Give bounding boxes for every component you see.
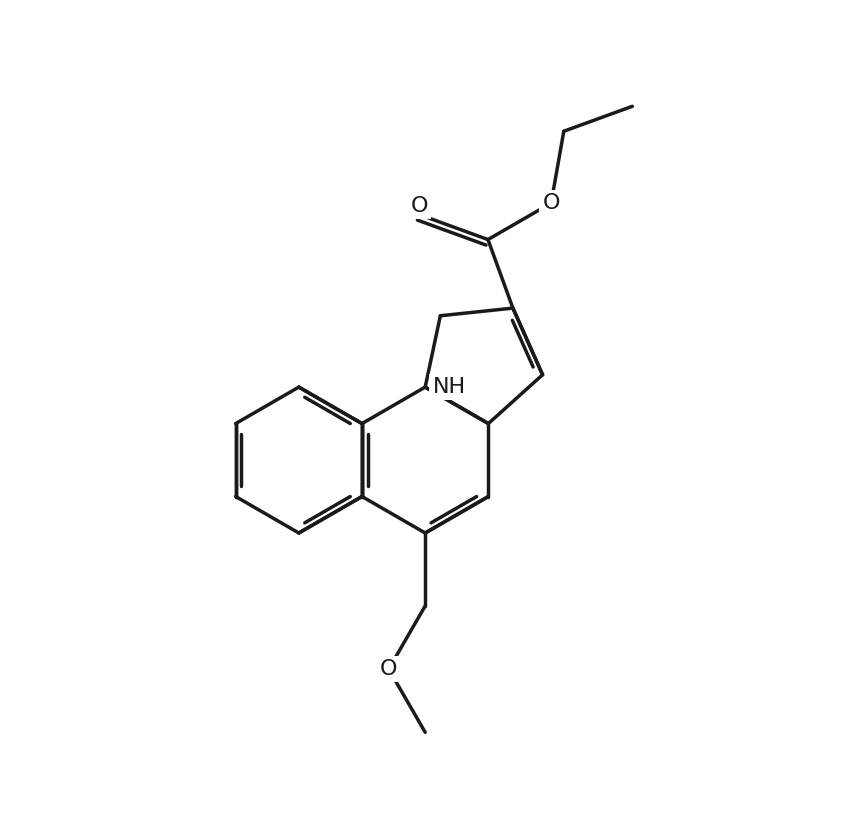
Text: O: O	[411, 196, 428, 216]
Text: O: O	[380, 659, 398, 679]
Text: O: O	[542, 193, 560, 213]
Text: NH: NH	[432, 377, 465, 397]
